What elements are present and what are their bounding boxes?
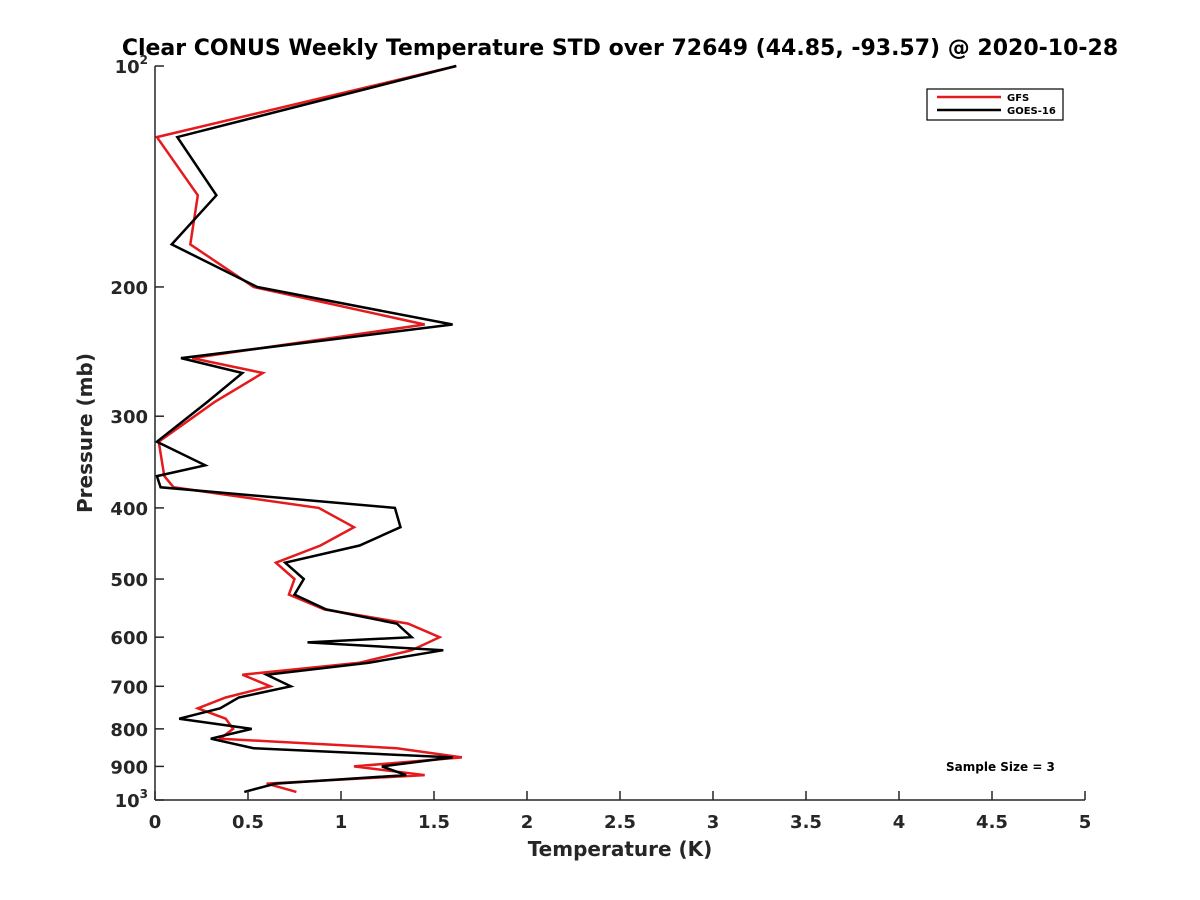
x-tick-label: 4.5 [976,812,1008,833]
axes-layer: 0 0.5 1 1.5 2 2.5 3 3.5 4 4.5 5 102 200 300 400 500 600 7… [110,53,1091,833]
y-tick-label: 200 [110,278,148,299]
y-tick-label: 103 [115,787,148,812]
x-tick-label: 1 [335,812,348,833]
y-tick-label: 700 [110,677,148,698]
y-tick-label: 800 [110,720,148,741]
x-tick-label: 2.5 [604,812,636,833]
x-tick-label: 2 [521,812,534,833]
y-tick-label: 300 [110,407,148,428]
series-layer [154,64,463,794]
x-tick-label: 0 [149,812,162,833]
y-tick-label: 400 [110,499,148,520]
legend-label-gfs: GFS [1007,93,1029,104]
x-tick-label: 5 [1079,812,1092,833]
y-tick-label: 500 [110,570,148,591]
legend-label-goes16: GOES-16 [1007,106,1056,117]
chart-title: Clear CONUS Weekly Temperature STD over … [122,36,1118,61]
y-tick-label: 102 [115,53,148,78]
sample-size-annotation: Sample Size = 3 [946,760,1055,774]
x-tick-label: 1.5 [418,812,450,833]
y-axis-label: Pressure (mb) [73,353,97,513]
series-line-goes16 [154,64,457,794]
y-tick-label: 600 [110,628,148,649]
legend-box [926,88,1064,121]
x-tick-label: 3.5 [790,812,822,833]
x-tick-label: 4 [893,812,906,833]
y-tick-label: 900 [110,757,148,778]
x-tick-label: 3 [707,812,720,833]
x-axis-label: Temperature (K) [528,837,713,861]
x-tick-label: 0.5 [232,812,264,833]
legend: GFS GOES-16 [926,88,1064,121]
